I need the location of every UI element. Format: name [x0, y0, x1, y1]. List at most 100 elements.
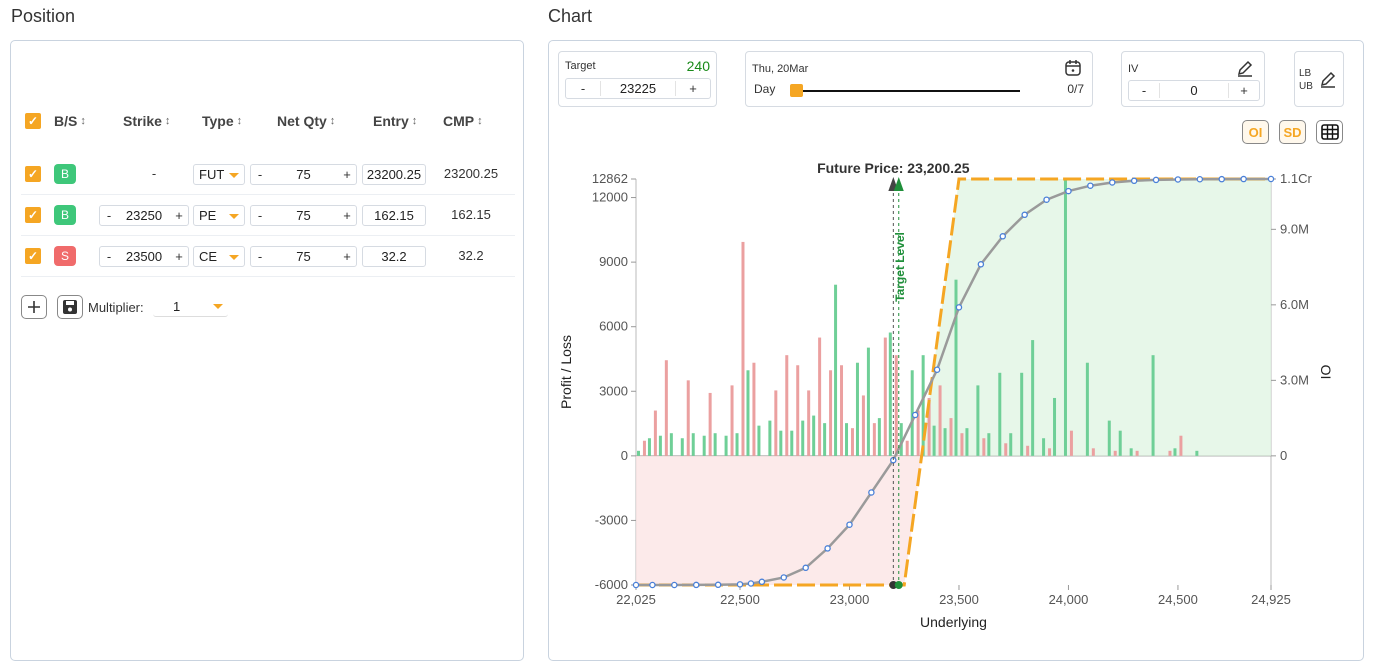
strike-stepper[interactable]: - 23500 + [99, 246, 189, 267]
sort-icon: ↕ [329, 115, 336, 127]
qty-input[interactable]: 75 [296, 249, 311, 264]
side-badge[interactable]: B [54, 164, 76, 184]
current-payoff-point [1152, 176, 1160, 184]
call-oi-bar [818, 337, 822, 456]
qty-stepper[interactable]: - 75 + [250, 246, 357, 267]
date-unit-label: Day [754, 82, 776, 96]
header-cmp[interactable]: CMP ↕ [443, 113, 483, 129]
date-control: Thu, 20Mar Day 0/7 [745, 51, 1093, 107]
y-tick-label: 3000 [599, 383, 628, 398]
put-oi-bar [823, 423, 827, 456]
call-oi-bar [1168, 450, 1172, 456]
entry-input[interactable]: 162.15 [362, 205, 426, 226]
type-select[interactable]: FUT [193, 164, 245, 185]
header-type[interactable]: Type ↕ [202, 113, 243, 129]
entry-input[interactable]: 32.2 [362, 246, 426, 267]
header-strike[interactable]: Strike ↕ [123, 113, 171, 129]
header-bs[interactable]: B/S ↕ [54, 113, 86, 129]
current-payoff-point [1267, 175, 1275, 183]
lbub-control[interactable]: LB UB [1294, 51, 1344, 107]
call-oi-bar [807, 390, 811, 456]
strike-plus-button[interactable]: + [175, 249, 183, 264]
entry-input[interactable]: 23200.25 [362, 164, 426, 185]
y2-axis-label: OI [1318, 365, 1334, 380]
qty-plus-button[interactable]: + [343, 167, 351, 182]
target-input[interactable]: 23225 [600, 81, 676, 96]
put-oi-bar [779, 430, 783, 456]
expiry-payoff-line [636, 177, 1271, 587]
put-oi-bar [680, 438, 684, 456]
day-slider-track[interactable] [796, 90, 1020, 92]
row-checkbox[interactable]: ✓ [25, 166, 41, 182]
qty-plus-button[interactable]: + [343, 249, 351, 264]
call-oi-bar [1135, 450, 1139, 456]
put-oi-bar [713, 433, 717, 456]
type-select[interactable]: PE [193, 205, 245, 226]
current-payoff-point [1087, 182, 1094, 189]
put-oi-bar [746, 370, 750, 456]
header-net-qty[interactable]: Net Qty ↕ [277, 113, 336, 129]
strike-input[interactable]: 23500 [125, 249, 163, 264]
qty-minus-button[interactable]: - [257, 208, 263, 223]
put-oi-bar [1053, 397, 1057, 456]
iv-input[interactable]: 0 [1159, 83, 1229, 98]
strike-minus-button[interactable]: - [106, 208, 112, 223]
call-oi-bar [883, 337, 887, 456]
type-select[interactable]: CE [193, 246, 245, 267]
put-oi-bar [987, 433, 991, 456]
pencil-icon[interactable] [1319, 70, 1337, 88]
side-badge[interactable]: S [54, 246, 76, 266]
call-oi-bar [850, 428, 854, 456]
select-all-checkbox[interactable]: ✓ [25, 113, 41, 129]
current-payoff-point [632, 581, 640, 589]
qty-input[interactable]: 75 [296, 167, 311, 182]
position-panel: ✓ B/S ↕ Strike ↕ Type ↕ Net Qty ↕ Entry ↕ CMP… [10, 40, 524, 661]
payoff-chart[interactable]: 12862 12000 9000 6000 3000 0 -3000 -6000 1.1Cr 9.… [549, 151, 1363, 641]
multiplier-select[interactable]: 1 [153, 296, 228, 317]
qty-minus-button[interactable]: - [257, 167, 263, 182]
qty-stepper[interactable]: - 75 + [250, 205, 357, 226]
cmp-value: 32.2 [458, 248, 484, 263]
strike-minus-button[interactable]: - [106, 249, 112, 264]
row-checkbox[interactable]: ✓ [25, 207, 41, 223]
target-plus-button[interactable]: + [689, 81, 697, 96]
iv-stepper[interactable]: - 0 + [1128, 80, 1260, 101]
call-oi-bar [1069, 430, 1073, 456]
call-oi-bar [982, 438, 986, 456]
target-stepper[interactable]: - 23225 + [565, 78, 711, 99]
y-tick-label: -3000 [595, 512, 628, 527]
day-slider-handle[interactable] [790, 84, 803, 97]
target-label: Target [565, 60, 596, 72]
pencil-icon[interactable] [1236, 59, 1254, 77]
calendar-icon[interactable] [1064, 59, 1082, 77]
current-payoff-point [802, 564, 809, 572]
iv-plus-button[interactable]: + [1240, 83, 1248, 98]
y2-tick-label: 6.0M [1280, 297, 1309, 312]
table-view-button[interactable] [1316, 120, 1343, 144]
qty-stepper[interactable]: - 75 + [250, 164, 357, 185]
table-row: ✓ S - 23500 + CE - 75 + 32.2 32.2 [21, 236, 515, 277]
x-tick-label: 23,500 [939, 592, 979, 607]
side-badge[interactable]: B [54, 205, 76, 225]
qty-input[interactable]: 75 [296, 208, 311, 223]
strike-stepper[interactable]: - 23250 + [99, 205, 189, 226]
call-oi-bar [642, 440, 646, 456]
put-oi-bar [877, 418, 881, 456]
current-payoff-point [1065, 187, 1072, 195]
save-button[interactable] [57, 295, 83, 319]
oi-toggle-button[interactable]: OI [1242, 120, 1269, 144]
target-minus-button[interactable]: - [580, 81, 586, 96]
strike-plus-button[interactable]: + [175, 208, 183, 223]
call-oi-bar [949, 418, 953, 456]
strike-input[interactable]: 23250 [125, 208, 163, 223]
add-position-button[interactable] [21, 295, 47, 319]
qty-plus-button[interactable]: + [343, 208, 351, 223]
header-entry[interactable]: Entry ↕ [373, 113, 418, 129]
put-oi-bar [976, 385, 980, 456]
qty-minus-button[interactable]: - [257, 249, 263, 264]
y-tick-label: -6000 [595, 577, 628, 592]
y-axis-label: Profit / Loss [558, 335, 574, 409]
sd-toggle-button[interactable]: SD [1279, 120, 1306, 144]
iv-minus-button[interactable]: - [1141, 83, 1147, 98]
row-checkbox[interactable]: ✓ [25, 248, 41, 264]
